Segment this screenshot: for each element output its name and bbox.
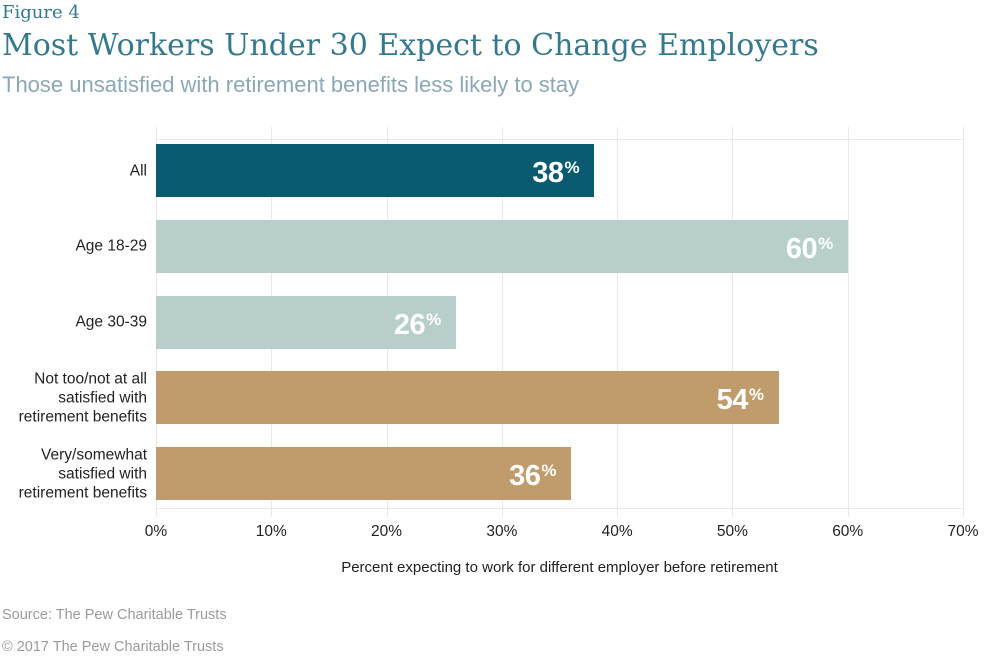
plot-border-line xyxy=(156,139,963,140)
source-text: Source: The Pew Charitable Trusts xyxy=(2,607,227,623)
bar-value-label: 38% xyxy=(532,157,580,189)
bar-value-label: 60% xyxy=(785,232,833,265)
gridline xyxy=(617,127,619,517)
percent-sign: % xyxy=(818,233,833,253)
chart-subtitle: Those unsatisfied with retirement benefi… xyxy=(2,72,580,97)
bar-value-label: 26% xyxy=(393,308,441,341)
gridline xyxy=(732,127,734,517)
percent-sign: % xyxy=(426,309,441,329)
category-label: Very/somewhat satisfied with retirement … xyxy=(18,446,147,501)
bar-value-label: 36% xyxy=(509,460,557,492)
chart-header: Figure 4 Most Workers Under 30 Expect to… xyxy=(0,0,990,98)
category-label: All xyxy=(129,162,147,179)
plot-border-line xyxy=(156,508,963,509)
chart-title: Most Workers Under 30 Expect to Change E… xyxy=(2,28,819,63)
x-tick-label: 10% xyxy=(255,523,287,540)
bar-chart: Percent expecting to work for different … xyxy=(0,125,990,580)
x-tick-label: 60% xyxy=(832,523,864,540)
x-tick-label: 20% xyxy=(371,523,403,540)
gridline xyxy=(963,127,964,517)
category-label: Not too/not at all satisfied with retire… xyxy=(18,370,147,426)
bar: 60% xyxy=(156,219,848,273)
gridline xyxy=(501,127,503,517)
bar: 36% xyxy=(156,447,572,500)
chart-footer: Source: The Pew Charitable Trusts © 2017… xyxy=(0,606,990,656)
x-tick-label: 30% xyxy=(486,523,518,540)
bar-value-label: 54% xyxy=(716,384,764,417)
x-axis-label: Percent expecting to work for different … xyxy=(341,559,778,576)
percent-sign: % xyxy=(541,461,557,480)
x-tick-label: 0% xyxy=(144,523,168,540)
bar: 54% xyxy=(156,371,779,425)
gridline xyxy=(847,127,849,517)
category-label: Age 18-29 xyxy=(75,237,147,255)
percent-sign: % xyxy=(748,385,764,405)
copyright-text: © 2017 The Pew Charitable Trusts xyxy=(2,639,224,655)
x-tick-label: 50% xyxy=(716,523,748,540)
figure-label: Figure 4 xyxy=(2,2,80,23)
bar: 26% xyxy=(156,295,456,349)
x-tick-label: 70% xyxy=(947,523,979,540)
bar: 38% xyxy=(156,144,595,197)
percent-sign: % xyxy=(564,158,580,177)
x-tick-label: 40% xyxy=(601,523,633,540)
category-label: Age 30-39 xyxy=(75,313,147,331)
